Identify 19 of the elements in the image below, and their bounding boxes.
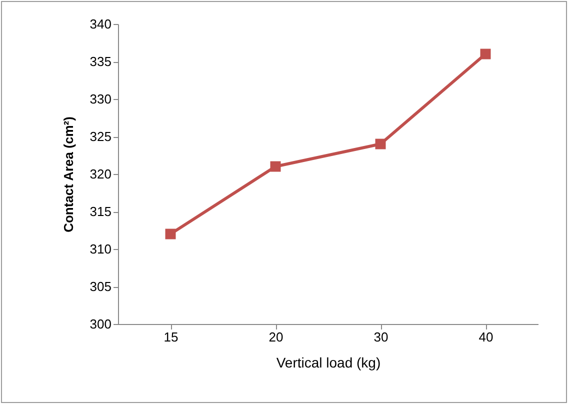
y-tick-label: 330 [90, 92, 112, 106]
point [375, 138, 386, 150]
y-tick-label: 325 [90, 129, 112, 144]
y-tick-label: 320 [90, 166, 112, 182]
x-tick-label: 15 [164, 330, 178, 344]
y-tick-label: 300 [90, 316, 112, 332]
x-axis-title: Vertical load (kg) [276, 354, 381, 370]
y-tick-label: 340 [90, 16, 112, 32]
point [480, 48, 491, 60]
point [165, 228, 176, 240]
point [270, 161, 281, 172]
y-tick-label: 305 [90, 279, 112, 294]
y-tick-label: 315 [90, 204, 112, 219]
x-tick-label: 20 [268, 330, 284, 344]
x-tick-label: 30 [374, 330, 388, 344]
y-tick-label: 310 [90, 242, 112, 256]
y-axis-title: Contact Area (cm²) [60, 116, 76, 232]
x-tick-label: 40 [478, 330, 494, 344]
y-tick-label: 335 [90, 54, 112, 69]
